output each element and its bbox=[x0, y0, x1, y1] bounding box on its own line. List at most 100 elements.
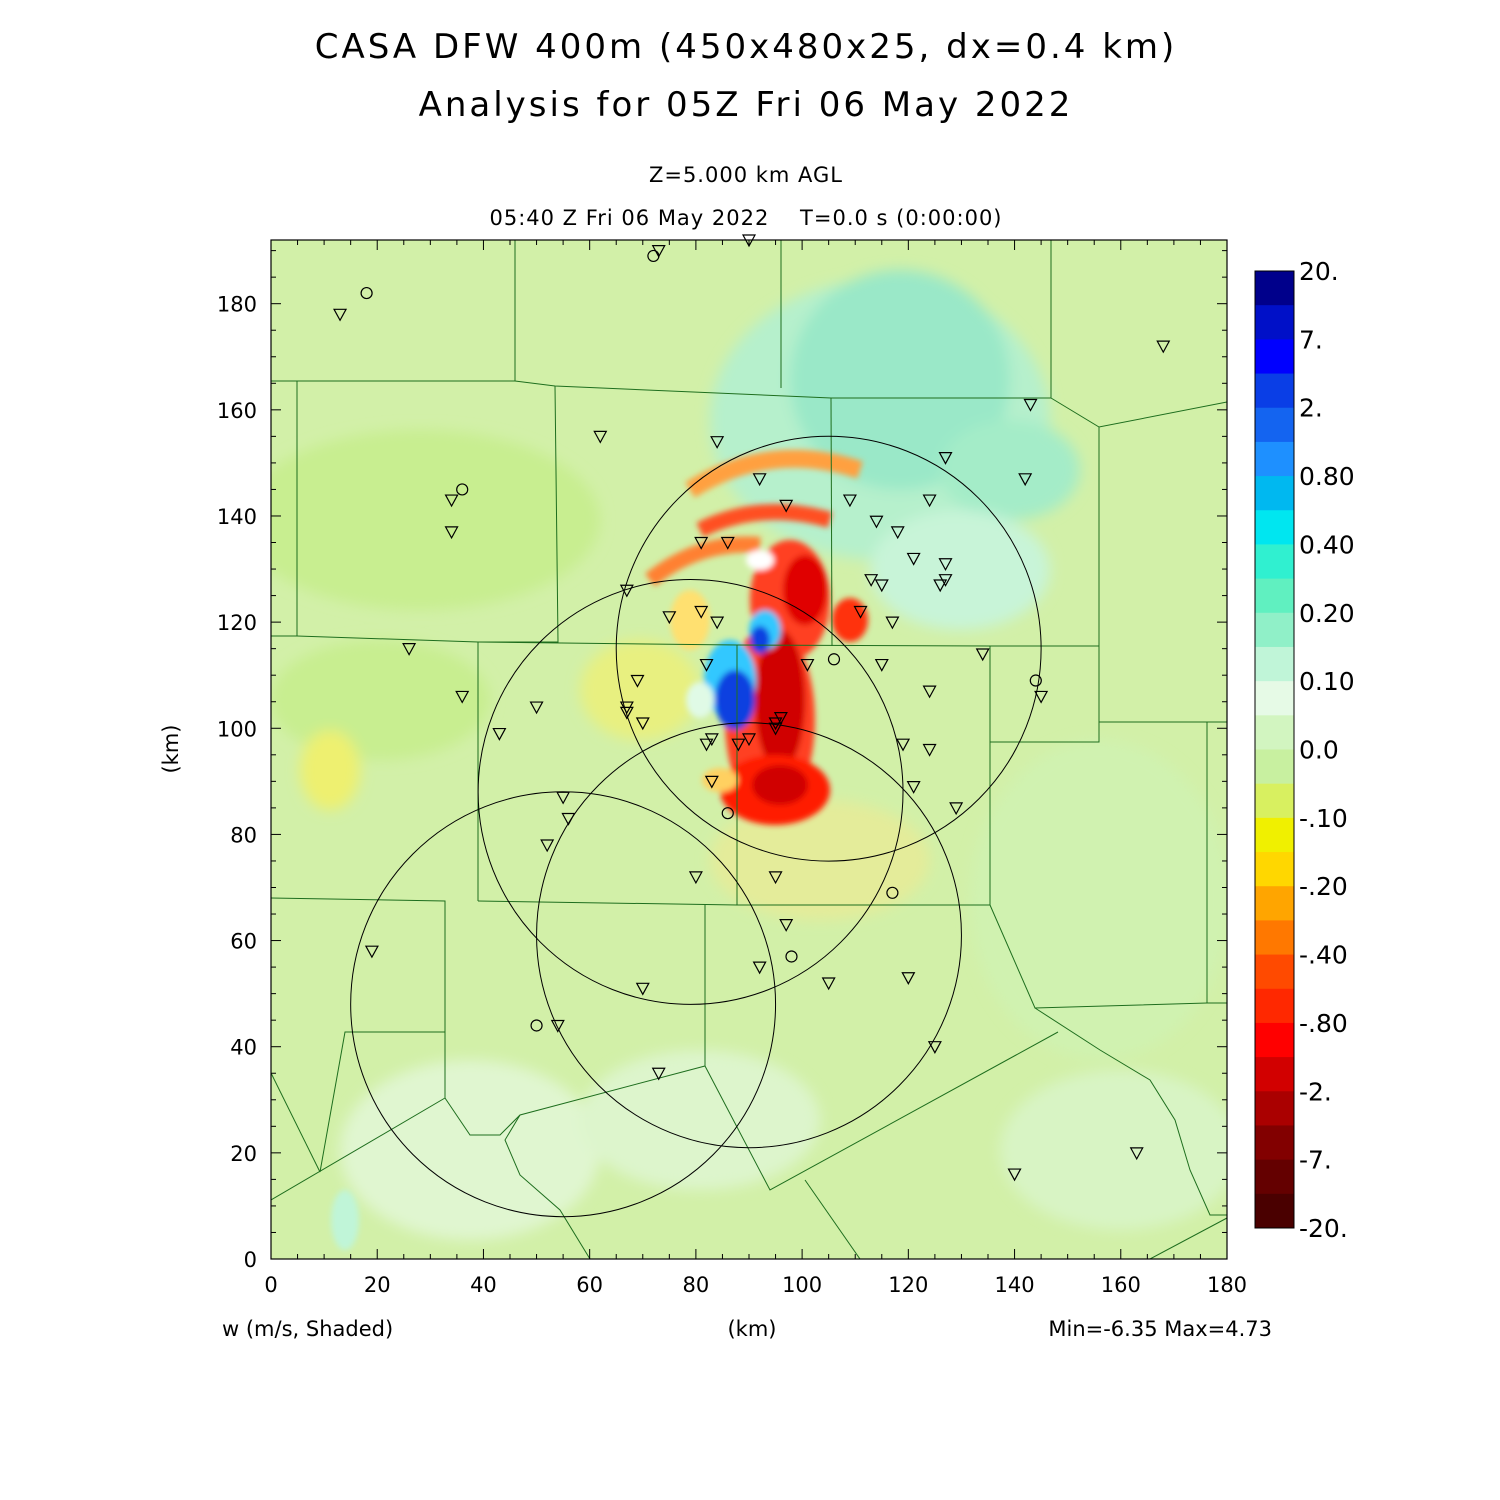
y-tick-label: 80 bbox=[230, 823, 257, 847]
valid-time-label: 05:40 Z Fri 06 May 2022 T=0.0 s (0:00:00… bbox=[489, 206, 1002, 230]
colorbar-label: -2. bbox=[1299, 1077, 1332, 1106]
colorbar-label: 0.40 bbox=[1299, 530, 1355, 559]
station-triangle-icon bbox=[779, 499, 794, 513]
station-triangle-icon bbox=[906, 781, 921, 794]
colorbar-label: 0.0 bbox=[1299, 736, 1339, 765]
station-triangle-icon bbox=[710, 436, 725, 449]
colorbar-swatch bbox=[1255, 407, 1294, 443]
station-triangle-icon bbox=[688, 871, 703, 885]
station-triangle-icon bbox=[938, 558, 953, 571]
y-tick-label: 60 bbox=[230, 930, 257, 954]
station-triangle-icon bbox=[529, 701, 544, 715]
station-triangle-icon bbox=[630, 674, 645, 688]
station-triangle-icon bbox=[906, 552, 921, 566]
station-triangle-icon bbox=[975, 648, 990, 662]
station-triangle-icon bbox=[1156, 340, 1171, 354]
colorbar-swatch bbox=[1255, 510, 1294, 545]
station-triangle-icon bbox=[890, 526, 905, 540]
colorbar-label: 20. bbox=[1299, 257, 1339, 286]
station-triangle-icon bbox=[710, 616, 725, 630]
station-triangle-icon bbox=[938, 451, 953, 465]
colorbar-swatch bbox=[1255, 852, 1294, 887]
x-tick-label: 140 bbox=[995, 1273, 1035, 1297]
colorbar-swatch bbox=[1255, 612, 1294, 648]
station-triangle-icon bbox=[869, 515, 884, 529]
min-max-label: Min=-6.35 Max=4.73 bbox=[1048, 1317, 1272, 1341]
y-tick-label: 140 bbox=[217, 505, 257, 529]
station-triangle-icon bbox=[1007, 1168, 1022, 1182]
station-triangle-icon bbox=[699, 738, 714, 752]
x-axis-unit: (km) bbox=[727, 1317, 776, 1341]
station-triangle-icon bbox=[779, 919, 794, 932]
colorbar-swatch bbox=[1255, 715, 1294, 750]
colorbar-swatch bbox=[1255, 578, 1294, 614]
colorbar-swatch bbox=[1255, 1057, 1294, 1092]
station-triangle-icon bbox=[896, 738, 911, 752]
station-triangle-icon bbox=[768, 871, 783, 885]
station-triangle-icon bbox=[619, 584, 634, 598]
station-circle-icon bbox=[647, 249, 660, 263]
level-label: Z=5.000 km AGL bbox=[649, 163, 843, 187]
station-triangle-icon bbox=[922, 743, 937, 757]
vertical-velocity-field bbox=[271, 240, 1227, 1259]
station-triangle-icon bbox=[444, 494, 459, 508]
station-circle-icon bbox=[456, 483, 469, 496]
station-triangle-icon bbox=[1034, 690, 1049, 704]
station-triangle-icon bbox=[927, 1041, 942, 1054]
station-circle-icon bbox=[360, 286, 373, 300]
y-tick-label: 180 bbox=[217, 293, 257, 317]
colorbar-swatch bbox=[1255, 681, 1294, 716]
station-triangle-icon bbox=[720, 536, 735, 550]
colorbar-swatch bbox=[1255, 305, 1294, 340]
station-triangle-icon bbox=[731, 738, 746, 752]
colorbar-swatch bbox=[1255, 817, 1294, 853]
station-triangle-icon bbox=[364, 945, 379, 959]
station-circle-icon bbox=[530, 1019, 543, 1032]
colorbar-swatch bbox=[1255, 920, 1294, 956]
title-line1: CASA DFW 400m (450x480x25, dx=0.4 km) bbox=[315, 27, 1178, 67]
station-triangle-icon bbox=[1129, 1147, 1144, 1161]
station-triangle-icon bbox=[619, 706, 634, 720]
station-triangle-icon bbox=[444, 526, 459, 540]
colorbar-swatch bbox=[1255, 1125, 1294, 1161]
station-circle-icon bbox=[785, 950, 798, 963]
station-circle-icon bbox=[1029, 674, 1042, 687]
x-tick-label: 120 bbox=[888, 1273, 928, 1297]
y-axis-unit: (km) bbox=[159, 724, 183, 773]
colorbar-swatch bbox=[1255, 441, 1294, 477]
colorbar-label: 0.10 bbox=[1299, 667, 1355, 696]
y-axis: 0 20 40 60 80 100 120 140 160 180 bbox=[217, 250, 1227, 1272]
colorbar-label: 0.20 bbox=[1299, 599, 1355, 628]
station-triangle-icon bbox=[561, 812, 576, 826]
y-tick-label: 40 bbox=[230, 1036, 257, 1060]
colorbar-label: 2. bbox=[1299, 394, 1323, 423]
station-triangle-icon bbox=[593, 430, 608, 444]
colorbar-swatch bbox=[1255, 646, 1294, 682]
station-triangle-icon bbox=[853, 605, 868, 619]
radar-ring bbox=[477, 579, 904, 1005]
station-triangle-icon bbox=[635, 982, 650, 996]
x-tick-label: 160 bbox=[1101, 1273, 1141, 1297]
x-tick-label: 40 bbox=[470, 1273, 497, 1297]
colorbar-swatch bbox=[1255, 988, 1294, 1024]
station-triangle-icon bbox=[768, 722, 783, 736]
colorbar-swatch bbox=[1255, 1193, 1294, 1229]
title-line2: Analysis for 05Z Fri 06 May 2022 bbox=[419, 85, 1074, 125]
station-triangle-icon bbox=[455, 690, 470, 704]
colorbar-swatch bbox=[1255, 1159, 1294, 1195]
station-triangle-icon bbox=[922, 685, 937, 699]
colorbar-swatch bbox=[1255, 1091, 1294, 1126]
colorbar-label: -.10 bbox=[1299, 804, 1348, 833]
colorbar-frame bbox=[1254, 270, 1295, 1229]
radar-ring bbox=[615, 435, 1042, 862]
colorbar-label: 0.80 bbox=[1299, 462, 1355, 491]
station-circle-icon bbox=[886, 886, 899, 899]
colorbar-label: -.40 bbox=[1299, 941, 1348, 970]
station-triangle-icon bbox=[550, 1019, 565, 1033]
y-tick-label: 120 bbox=[217, 611, 257, 635]
x-tick-label: 80 bbox=[683, 1273, 710, 1297]
x-tick-label: 180 bbox=[1207, 1273, 1247, 1297]
station-triangle-icon bbox=[694, 536, 709, 550]
station-triangle-icon bbox=[556, 791, 571, 805]
